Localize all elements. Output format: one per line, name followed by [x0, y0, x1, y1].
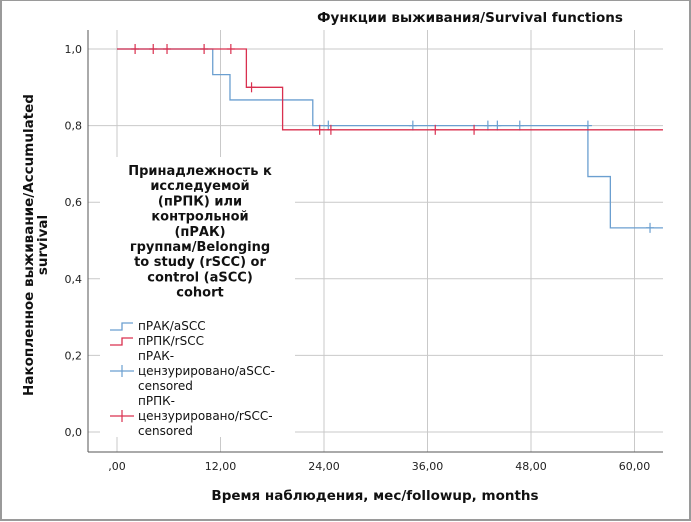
- x-tick-label: 12,00: [205, 460, 237, 473]
- y-tick-label: 0,4: [65, 273, 83, 286]
- legend-entry-label: censored: [138, 379, 193, 393]
- legend-entry-label: пРПК/rSCC: [138, 334, 204, 348]
- legend-step-swatch: [110, 337, 133, 346]
- x-tick-label: 60,00: [619, 460, 651, 473]
- censor-mark-rSCC: [226, 44, 235, 54]
- censor-mark-aSCC: [408, 120, 417, 131]
- legend-background: [100, 157, 295, 437]
- legend-title-line: контрольной: [151, 210, 248, 225]
- legend-entry-step-rSCC: пРПК/rSCC: [110, 334, 204, 348]
- legend-title-line: control (aSCC): [147, 270, 253, 285]
- legend-title-line: to study (rSCC) or: [134, 255, 266, 270]
- censor-mark-rSCC: [247, 82, 256, 93]
- x-tick-label: 36,00: [412, 460, 444, 473]
- censor-mark-aSCC: [483, 120, 492, 131]
- y-tick-label: 0,8: [65, 120, 83, 133]
- legend-entry-label: censored: [138, 424, 193, 438]
- legend-entry-step-aSCC: пРАК/aSCC: [110, 319, 206, 333]
- legend-title-line: исследуемой: [150, 179, 249, 194]
- chart-title: Функции выживания/Survival functions: [317, 10, 623, 26]
- legend-title-line: (пРАК): [174, 225, 225, 240]
- censor-mark-aSCC: [515, 120, 524, 131]
- legend-entry-label: цензурировано/rSCC-: [138, 409, 273, 423]
- censor-mark-aSCC: [493, 120, 502, 131]
- x-tick-label: 48,00: [515, 460, 547, 473]
- survival-curve-rSCC: [117, 48, 663, 131]
- legend-entry-censor-rSCC: пРПК-цензурировано/rSCC-censored: [110, 394, 273, 438]
- x-axis-label: Время наблюдения, мес/followup, months: [211, 488, 538, 504]
- legend-entry-label: пРАК-: [138, 349, 174, 363]
- axes: [87, 30, 663, 453]
- series: [117, 44, 663, 233]
- x-tick-label: ,00: [108, 460, 126, 473]
- censor-mark-rSCC: [326, 124, 335, 135]
- censor-mark-rSCC: [131, 44, 140, 54]
- legend-title-line: Принадлежность к: [128, 164, 272, 179]
- legend-title-line: группам/Belonging: [130, 240, 270, 255]
- censor-mark-aSCC: [583, 120, 592, 131]
- censor-mark-rSCC: [163, 44, 172, 54]
- y-tick-label: 1,0: [65, 43, 83, 56]
- survival-curve-aSCC: [117, 48, 663, 229]
- legend-entry-label: цензурировано/aSCC-: [138, 364, 275, 378]
- censor-mark-rSCC: [149, 44, 158, 54]
- y-tick-label: 0,6: [65, 196, 83, 209]
- censor-mark-rSCC: [470, 124, 479, 135]
- censor-mark-rSCC: [431, 124, 440, 135]
- legend-entry-label: пРПК-: [138, 394, 175, 408]
- legend-entry-label: пРАК/aSCC: [138, 319, 206, 333]
- y-axis-label-line-1: Накопленное выживание/Accumulated: [21, 94, 37, 396]
- legend-entry-censor-aSCC: пРАК-цензурировано/aSCC-censored: [110, 349, 275, 393]
- legend-title-line: cohort: [176, 286, 223, 301]
- legend-title-line: (пРПК) или: [158, 194, 242, 209]
- legend-step-swatch: [110, 322, 133, 331]
- y-tick-label: 0,2: [65, 349, 83, 362]
- censor-mark-rSCC: [315, 124, 324, 135]
- censor-mark-rSCC: [200, 44, 209, 54]
- censor-mark-aSCC: [646, 222, 655, 233]
- x-tick-label: 24,00: [308, 460, 340, 473]
- y-tick-label: 0,0: [65, 426, 83, 439]
- tick-labels: ,00 12,00 24,00 36,00 48,00 60,00 0,0 0,2 0,4 0,6…: [65, 43, 651, 473]
- y-axis-label-line-2: survival: [35, 215, 51, 275]
